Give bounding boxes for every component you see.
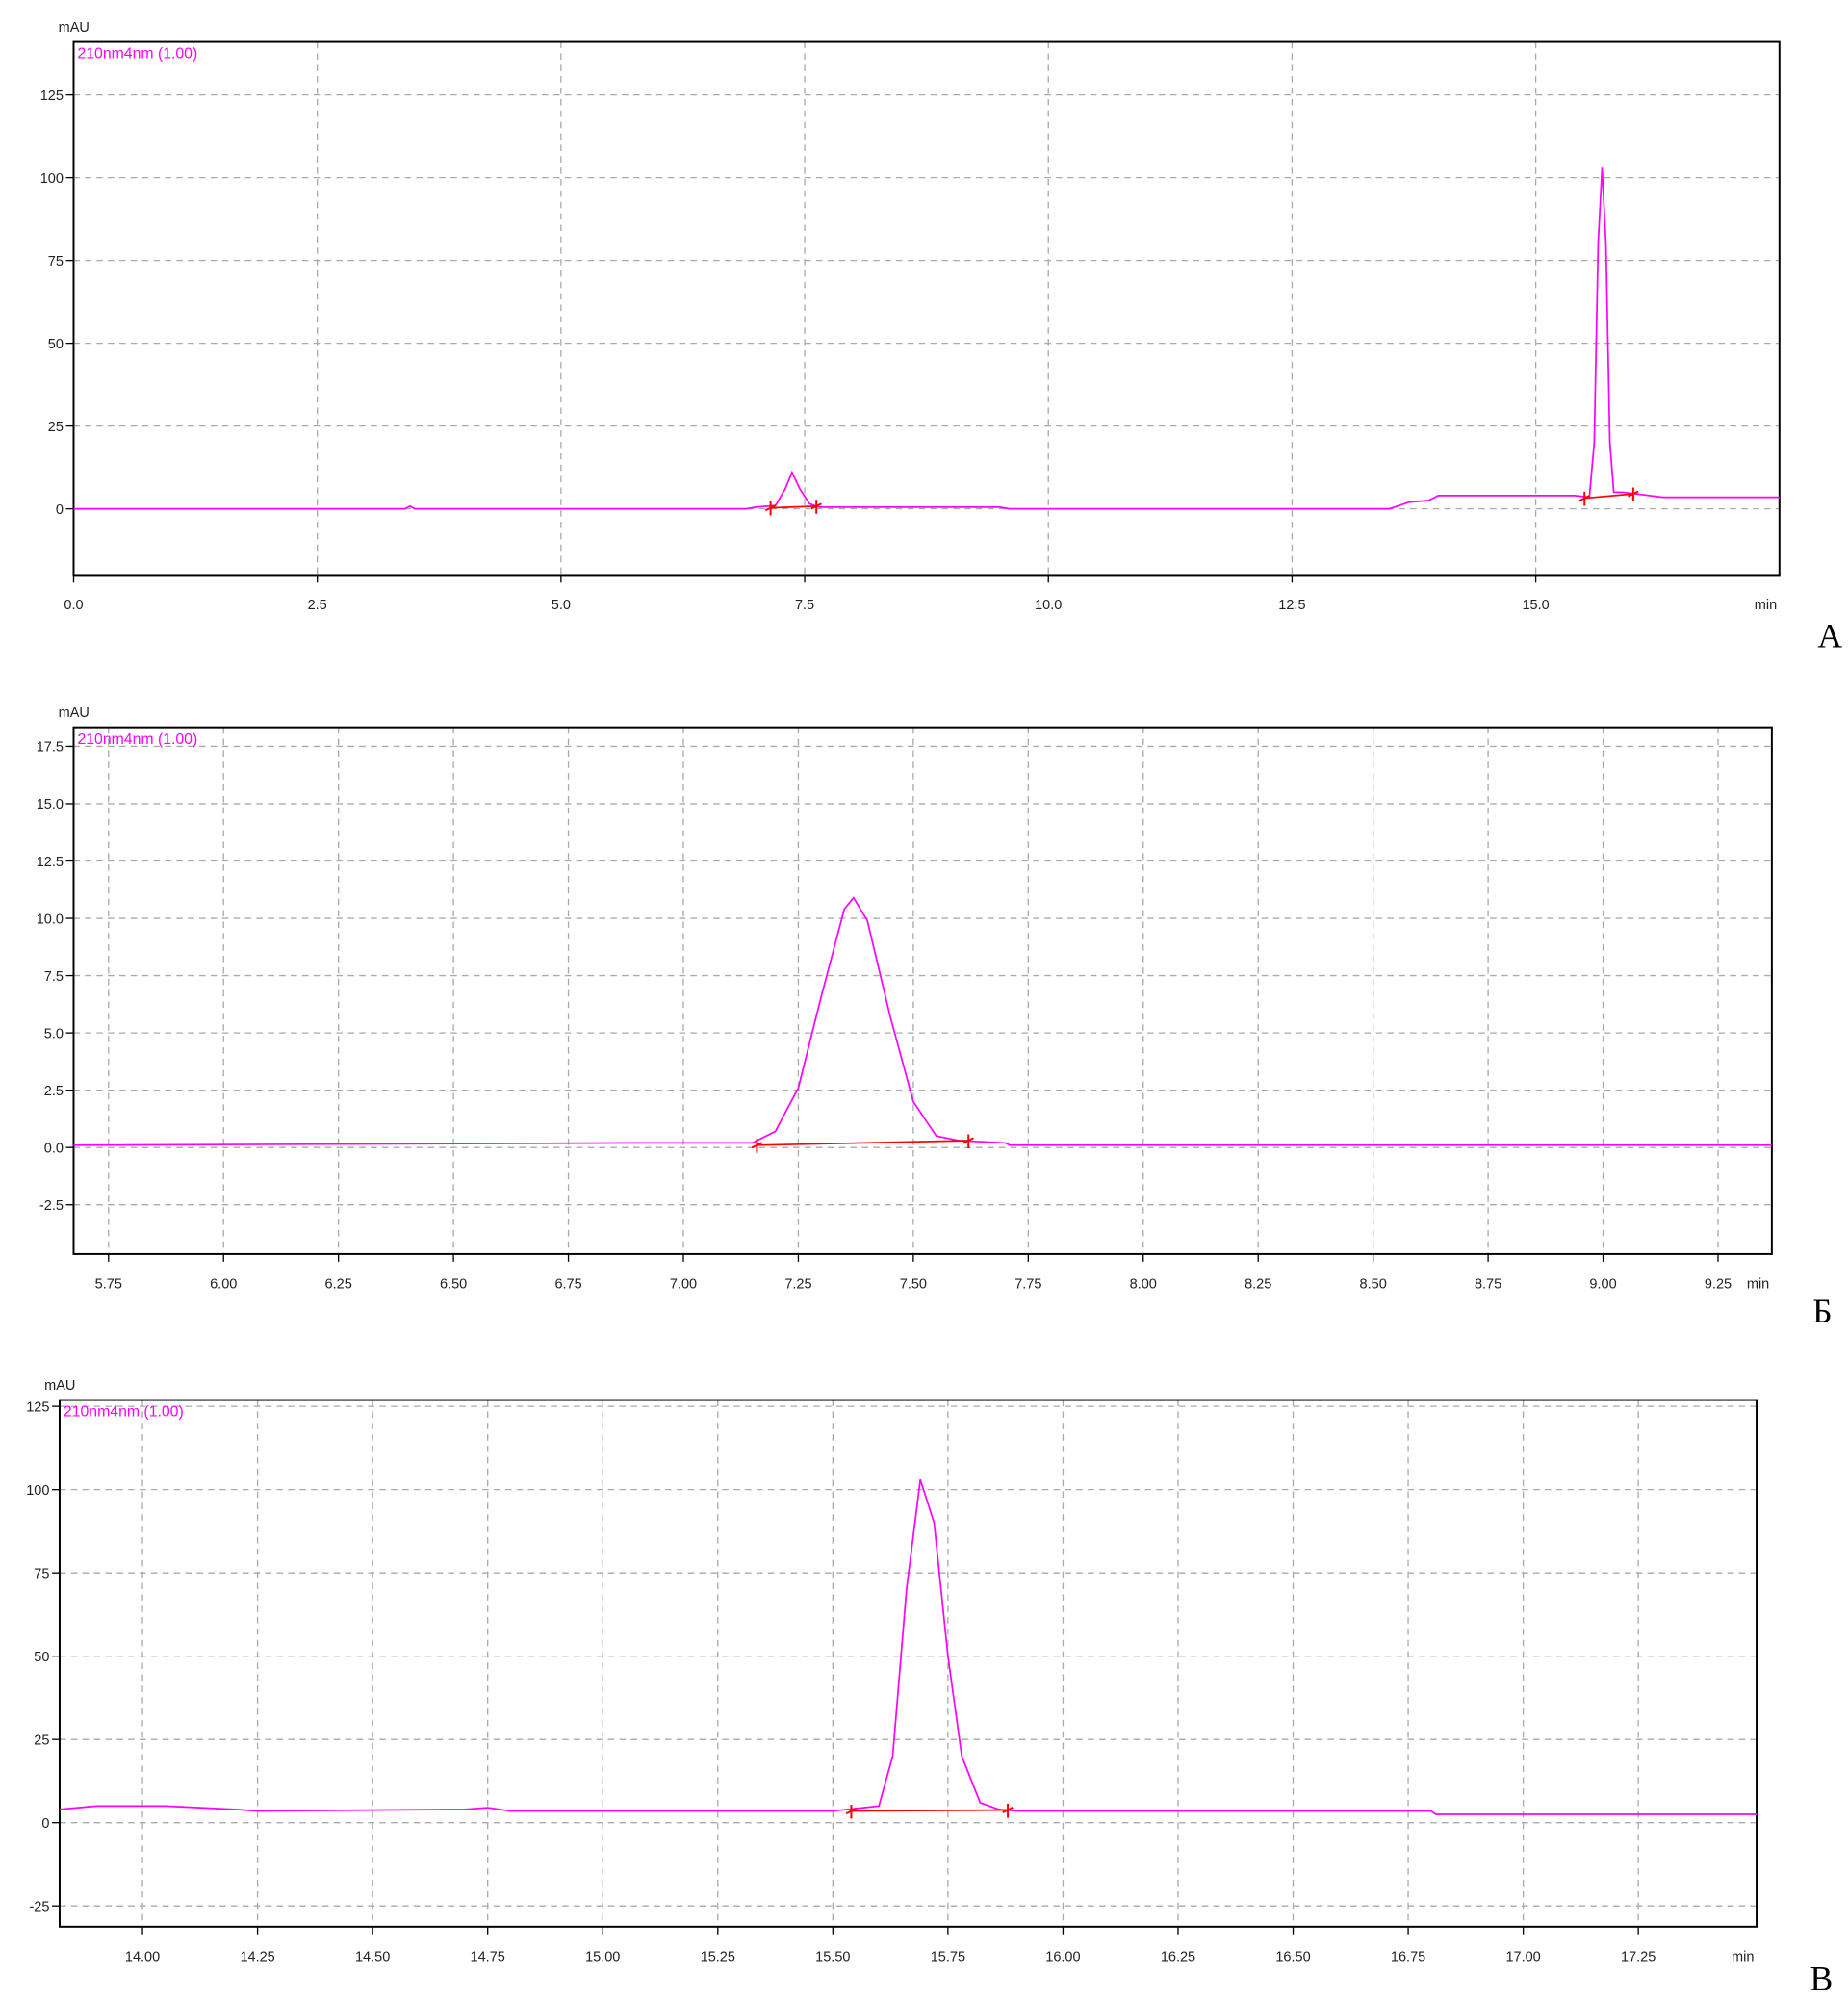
x-tick-label: 8.00: [1130, 1277, 1157, 1293]
x-tick-label: 5.75: [95, 1277, 122, 1293]
x-tick-label: 9.25: [1705, 1277, 1732, 1293]
x-tick-label: 6.25: [325, 1277, 352, 1293]
chromatogram-line: [73, 896, 1772, 1146]
x-tick-label: 12.5: [1278, 598, 1305, 613]
chromatogram-line: [59, 1479, 1758, 1815]
integration-baseline: [770, 505, 817, 509]
x-tick-label: 7.25: [784, 1277, 811, 1293]
y-tick-label: 0.0: [44, 1141, 64, 1156]
peak-marker: [764, 501, 777, 516]
x-tick-label: 15.75: [931, 1949, 965, 1964]
x-tick-label: 10.0: [1035, 598, 1062, 613]
y-tick-label: 75: [34, 1566, 49, 1581]
y-tick-label: -2.5: [39, 1198, 64, 1214]
y-tick-label: 5.0: [44, 1026, 64, 1041]
x-tick-label: 8.75: [1475, 1277, 1502, 1293]
x-tick-label: 14.00: [125, 1949, 160, 1964]
integration-baseline: [1584, 493, 1633, 500]
y-tick-label: 100: [26, 1483, 49, 1499]
y-tick-label: 25: [34, 1733, 49, 1748]
x-tick-label: 8.25: [1245, 1277, 1271, 1293]
y-tick-label: -25: [29, 1899, 49, 1914]
x-tick-label: 16.00: [1045, 1949, 1080, 1964]
y-tick-label: 50: [48, 337, 64, 352]
peak-marker: [1578, 492, 1590, 506]
panel: 5.75 6.00 6.25 6.50 6.75 7.00 7.25 7.50 7.75 8.00…: [37, 706, 1833, 1330]
x-tick-label: 14.75: [471, 1949, 505, 1964]
x-tick-label: 15.25: [701, 1949, 735, 1964]
panel-letter: Б: [1812, 1292, 1832, 1330]
x-tick-label: 16.50: [1275, 1949, 1310, 1964]
peak-marker: [1002, 1803, 1014, 1818]
integration-baseline: [757, 1140, 969, 1146]
panel: 0.0 2.5 5.0 7.5 10.0 12.5 15.0 0 25 50 75 100 125 mAU…: [40, 20, 1843, 655]
y-tick-label: 2.5: [44, 1084, 64, 1099]
x-axis-label: min: [1755, 598, 1777, 613]
legend-entry: 210nm4nm (1.00): [77, 46, 197, 63]
legend-entry: 210nm4nm (1.00): [64, 1404, 184, 1421]
y-tick-label: 125: [26, 1400, 49, 1415]
y-tick-label: 17.5: [37, 740, 64, 756]
x-tick-label: 15.00: [585, 1949, 620, 1964]
integration-baseline: [851, 1809, 1009, 1812]
y-tick-label: 12.5: [37, 855, 64, 870]
x-tick-label: 15.50: [815, 1949, 850, 1964]
y-tick-label: 0: [56, 502, 64, 518]
x-tick-label: 17.00: [1505, 1949, 1540, 1964]
peak-marker: [751, 1139, 763, 1153]
panel-letter: В: [1810, 1960, 1833, 1998]
y-axis-label: mAU: [44, 1378, 75, 1394]
x-tick-label: 7.00: [670, 1277, 697, 1293]
x-tick-label: 16.25: [1161, 1949, 1195, 1964]
chromatogram-line: [73, 167, 1780, 510]
x-tick-label: 17.25: [1621, 1949, 1656, 1964]
x-tick-label: 14.50: [355, 1949, 390, 1964]
x-tick-label: 7.75: [1014, 1277, 1041, 1293]
x-tick-label: 5.0: [552, 598, 571, 613]
y-axis-label: mAU: [59, 20, 90, 36]
x-tick-label: 7.50: [900, 1277, 927, 1293]
y-tick-label: 75: [48, 254, 64, 270]
x-tick-label: 9.00: [1589, 1277, 1616, 1293]
peak-marker: [845, 1804, 858, 1819]
x-axis-label: min: [1747, 1277, 1769, 1293]
plot-frame: [58, 1399, 1758, 1928]
x-tick-label: 14.25: [240, 1949, 274, 1964]
y-tick-label: 125: [40, 89, 64, 104]
x-tick-label: 8.50: [1360, 1277, 1387, 1293]
x-tick-label: 6.50: [440, 1277, 467, 1293]
x-axis-label: min: [1732, 1949, 1754, 1964]
x-tick-label: 16.75: [1391, 1949, 1425, 1964]
panel-letter: А: [1817, 617, 1842, 655]
y-tick-label: 50: [34, 1650, 49, 1665]
y-tick-label: 0: [41, 1816, 49, 1832]
x-tick-label: 0.0: [64, 598, 83, 613]
panel: 14.00 14.25 14.50 14.75 15.00 15.25 15.50 15.75…: [26, 1378, 1833, 1998]
x-tick-label: 15.0: [1522, 598, 1549, 613]
plot-frame: [72, 726, 1773, 1255]
y-tick-label: 15.0: [37, 797, 64, 812]
x-tick-label: 7.5: [795, 598, 814, 613]
y-tick-label: 7.5: [44, 969, 64, 985]
peak-marker: [962, 1134, 974, 1148]
y-tick-label: 25: [48, 420, 64, 435]
legend-entry: 210nm4nm (1.00): [77, 732, 197, 748]
x-tick-label: 2.5: [308, 598, 327, 613]
peak-marker: [1628, 487, 1639, 502]
plot-frame: [72, 40, 1781, 577]
peak-marker: [810, 500, 822, 514]
x-tick-label: 6.75: [554, 1277, 581, 1293]
y-tick-label: 100: [40, 171, 64, 187]
y-axis-label: mAU: [59, 706, 90, 721]
x-tick-label: 6.00: [210, 1277, 237, 1293]
y-tick-label: 10.0: [37, 912, 64, 927]
